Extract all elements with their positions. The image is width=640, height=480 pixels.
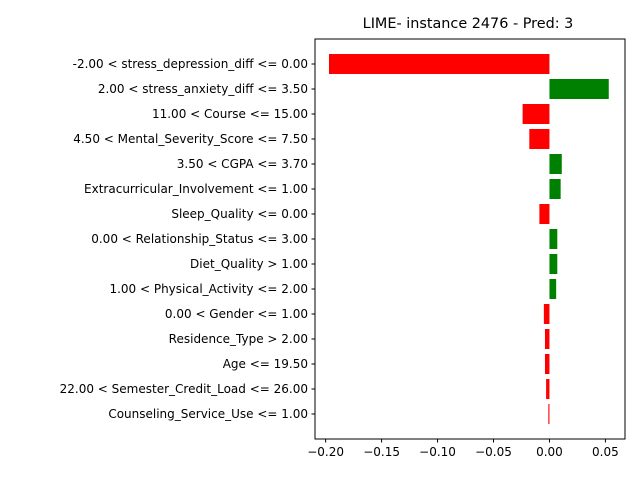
x-tick-label: −0.10 [419, 445, 456, 459]
y-tick-label: Age <= 19.50 [223, 357, 308, 371]
y-tick-label: Extracurricular_Involvement <= 1.00 [84, 182, 308, 196]
bar [549, 279, 557, 299]
bar [548, 404, 550, 424]
y-tick-label: Sleep_Quality <= 0.00 [171, 207, 308, 221]
bar-series [328, 54, 609, 424]
bar [549, 179, 561, 199]
bar [543, 304, 550, 324]
y-tick-label: 4.50 < Mental_Severity_Score <= 7.50 [73, 132, 308, 146]
bar [549, 229, 558, 249]
x-tick-label: 0.00 [536, 445, 563, 459]
bar [549, 154, 562, 174]
y-tick-label: 11.00 < Course <= 15.00 [152, 107, 308, 121]
y-tick-label: Diet_Quality > 1.00 [190, 257, 308, 271]
y-tick-label: 3.50 < CGPA <= 3.70 [177, 157, 308, 171]
y-tick-label: Counseling_Service_Use <= 1.00 [108, 407, 308, 421]
bar [522, 104, 550, 124]
x-tick-label: −0.05 [475, 445, 512, 459]
chart-title: LIME- instance 2476 - Pred: 3 [363, 16, 574, 32]
bar [529, 129, 550, 149]
y-tick-label: Residence_Type > 2.00 [169, 332, 308, 346]
x-tick-label: 0.05 [592, 445, 619, 459]
y-tick-label: 0.00 < Relationship_Status <= 3.00 [91, 232, 308, 246]
x-tick-label: −0.15 [363, 445, 400, 459]
y-tick-label: 2.00 < stress_anxiety_diff <= 3.50 [98, 82, 308, 96]
bar [549, 79, 609, 99]
bar [546, 379, 550, 399]
x-axis-ticks: −0.20 −0.15 −0.10 −0.05 0.00 0.05 [307, 439, 619, 459]
y-tick-label: 1.00 < Physical_Activity <= 2.00 [109, 282, 308, 296]
plot-frame [314, 38, 626, 440]
y-tick-label: -2.00 < stress_depression_diff <= 0.00 [73, 57, 308, 71]
bar [328, 54, 550, 74]
y-tick-label: 22.00 < Semester_Credit_Load <= 26.00 [60, 382, 308, 396]
bar [549, 254, 558, 274]
x-tick-label: −0.20 [307, 445, 344, 459]
bar [539, 204, 550, 224]
bar [544, 354, 550, 374]
y-tick-label: 0.00 < Gender <= 1.00 [165, 307, 308, 321]
bar [544, 329, 550, 349]
y-axis-tick-labels: -2.00 < stress_depression_diff <= 0.00 2.… [60, 57, 315, 421]
